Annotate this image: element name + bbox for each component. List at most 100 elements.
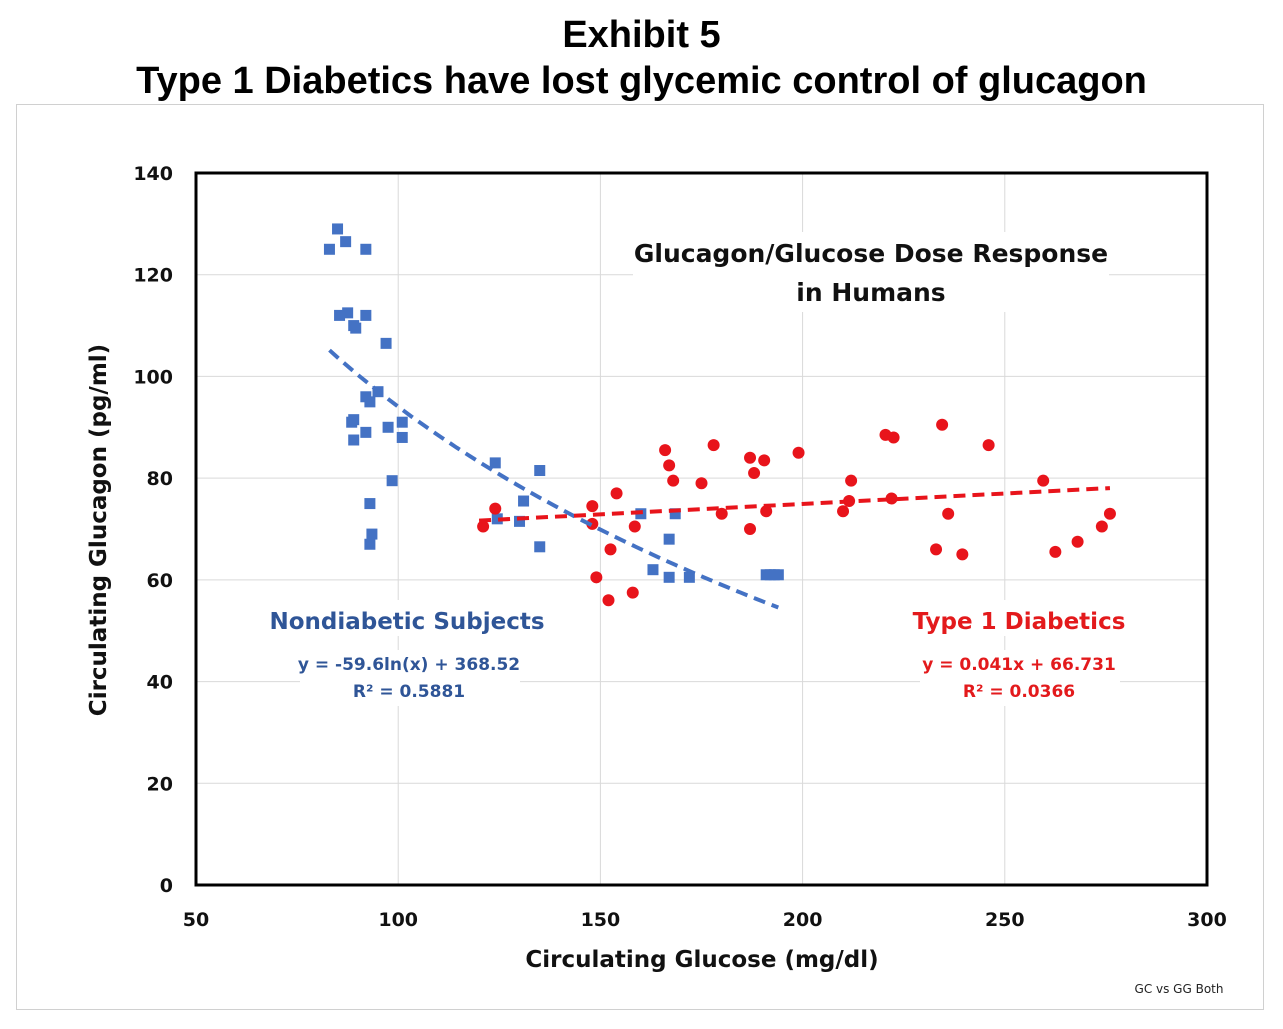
nondiabetic-point — [332, 223, 344, 235]
chart-frame — [16, 104, 1264, 1010]
type1-point — [604, 543, 617, 556]
type1-point — [626, 586, 639, 599]
nondiabetic-point — [514, 515, 526, 527]
type1-point — [1095, 520, 1108, 533]
data-points — [323, 223, 1116, 607]
type1-point — [982, 439, 995, 452]
type1-point — [590, 571, 603, 584]
exhibit-headline: Type 1 Diabetics have lost glycemic cont… — [136, 60, 1147, 102]
nondiabetic-point — [340, 236, 352, 248]
type1-point — [956, 548, 969, 561]
y-tick-label: 60 — [147, 570, 173, 592]
type1-point — [659, 444, 672, 457]
nondiabetic-point — [360, 243, 372, 255]
nondiabetic-point — [360, 426, 372, 438]
y-tick-label: 100 — [133, 366, 173, 388]
nondiabetic-r-squared: R² = 0.5881 — [353, 682, 465, 702]
label-background — [912, 600, 1126, 636]
type1-point — [1037, 474, 1050, 487]
type1-point — [744, 451, 757, 464]
y-tick-label: 120 — [133, 265, 173, 287]
nondiabetic-point — [348, 434, 360, 446]
type1-point — [760, 505, 773, 518]
nondiabetic-point — [364, 498, 376, 510]
y-tick-label: 80 — [147, 468, 173, 490]
x-tick-label: 150 — [581, 909, 621, 931]
type1-point — [887, 431, 900, 444]
x-axis-title: Circulating Glucose (mg/dl) — [525, 947, 878, 973]
y-tick-label: 140 — [133, 163, 173, 185]
type1-point — [1071, 535, 1084, 548]
nondiabetic-point — [518, 495, 530, 507]
exhibit-title: Exhibit 5 Type 1 Diabetics have lost gly… — [0, 12, 1283, 104]
tick-labels: 50 100 150 200 250 300 0 20 40 60 80 100 120 140 — [133, 163, 1227, 931]
type1-point — [845, 474, 858, 487]
nondiabetic-point — [683, 571, 695, 583]
type1-point — [707, 439, 720, 452]
nondiabetic-point — [348, 414, 360, 426]
exhibit-number: Exhibit 5 — [562, 14, 721, 56]
x-tick-label: 200 — [783, 909, 823, 931]
nondiabetic-point — [396, 416, 408, 428]
type1-point — [695, 477, 708, 490]
type1-point — [667, 474, 680, 487]
x-tick-label: 100 — [378, 909, 418, 931]
y-tick-label: 40 — [147, 672, 173, 694]
nondiabetic-point — [382, 421, 394, 433]
nondiabetic-point — [380, 337, 392, 349]
type1-point — [586, 517, 599, 530]
nondiabetic-point — [364, 396, 376, 408]
type1-point — [602, 594, 615, 607]
nondiabetic-point — [663, 571, 675, 583]
type1-point — [663, 459, 676, 472]
gridlines — [195, 172, 1208, 886]
nondiabetic-equation: y = -59.6ln(x) + 368.52 — [298, 655, 520, 675]
type1-equation: y = 0.041x + 66.731 — [922, 655, 1116, 675]
label-background — [920, 650, 1120, 706]
nondiabetic-point — [350, 322, 362, 334]
type1-point — [942, 507, 955, 520]
trendlines — [328, 348, 1111, 610]
type1-point — [936, 418, 949, 431]
type1-point — [610, 487, 623, 500]
nondiabetic-trendline — [328, 348, 780, 610]
type1-point — [758, 454, 771, 467]
label-background — [268, 600, 548, 636]
type1-point — [586, 500, 599, 513]
nondiabetic-point — [323, 243, 335, 255]
chart-title-line2: in Humans — [796, 278, 945, 307]
nondiabetic-point — [647, 564, 659, 576]
type1-trendline — [478, 486, 1111, 523]
nondiabetic-point — [334, 309, 346, 321]
type1-series-label: Type 1 Diabetics — [913, 609, 1126, 635]
nondiabetic-point — [364, 538, 376, 550]
nondiabetic-point — [489, 457, 501, 469]
type1-point — [628, 520, 641, 533]
x-tick-label: 300 — [1187, 909, 1227, 931]
nondiabetic-point — [360, 309, 372, 321]
chart-title-line1: Glucagon/Glucose Dose Response — [634, 239, 1108, 268]
type1-point — [489, 502, 502, 515]
x-tick-label: 250 — [985, 909, 1025, 931]
nondiabetic-point — [772, 569, 784, 581]
type1-point — [744, 523, 757, 535]
nondiabetic-point — [491, 513, 503, 525]
nondiabetic-point — [534, 541, 546, 553]
nondiabetic-point — [663, 533, 675, 545]
type1-point — [477, 520, 490, 533]
nondiabetic-point — [386, 475, 398, 487]
type1-point — [748, 467, 761, 480]
nondiabetic-point — [669, 508, 681, 520]
type1-point — [930, 543, 943, 556]
footnote: GC vs GG Both — [1135, 982, 1224, 996]
type1-point — [837, 505, 850, 518]
label-background — [300, 650, 520, 706]
nondiabetic-series-label: Nondiabetic Subjects — [269, 609, 544, 635]
type1-point — [715, 507, 728, 520]
y-tick-label: 20 — [147, 773, 173, 795]
label-background — [633, 232, 1109, 312]
nondiabetic-point — [366, 528, 378, 540]
type1-point — [792, 446, 805, 459]
y-tick-label: 0 — [160, 875, 173, 897]
